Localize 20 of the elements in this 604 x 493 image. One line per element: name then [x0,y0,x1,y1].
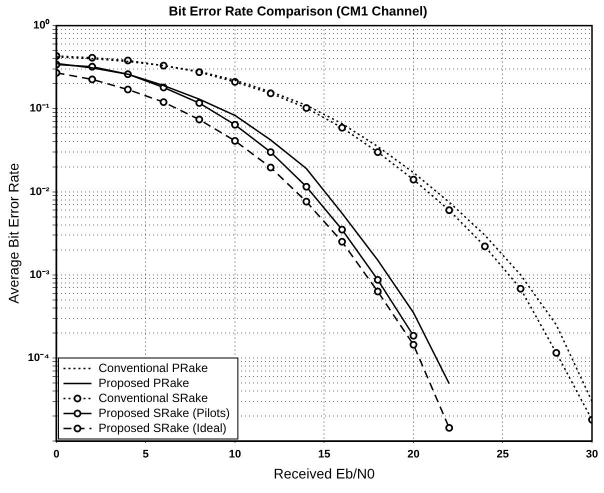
x-axis-title: Received Eb/N0 [274,465,376,482]
y-tick-label: 10⁰ [33,18,50,32]
legend-label: Conventional PRake [98,360,208,375]
legend-label: Proposed SRake (Ideal) [98,420,227,435]
x-tick-label: 5 [142,448,149,461]
legend-label: Conventional SRake [98,390,208,405]
x-tick-label: 15 [318,448,330,461]
y-tick-label: 10⁻³ [30,268,50,281]
y-axis-title: Average Bit Error Rate [5,162,22,304]
chart-title: Bit Error Rate Comparison (CM1 Channel) [168,3,428,18]
x-tick-label: 0 [53,448,60,461]
y-tick-label: 10⁻¹ [30,102,50,115]
y-tick-label: 10⁻² [30,186,50,198]
x-tick-label: 25 [496,448,509,461]
legend-label: Proposed PRake [98,376,190,390]
y-tick-label: 10⁻⁴ [28,352,50,364]
x-tick-label: 20 [407,448,420,461]
x-tick-label: 10 [228,448,242,461]
legend-label: Proposed SRake (Pilots) [98,406,230,420]
x-tick-label: 30 [586,448,598,461]
